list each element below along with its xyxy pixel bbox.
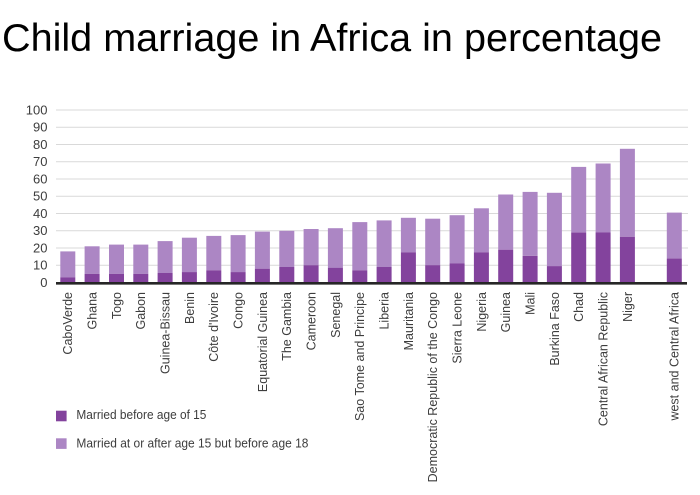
svg-text:Guinea: Guinea [499, 292, 513, 332]
svg-text:50: 50 [33, 189, 47, 204]
svg-text:CaboVerde: CaboVerde [61, 292, 75, 355]
svg-text:Ghana: Ghana [85, 292, 99, 330]
svg-text:Cameroon: Cameroon [304, 292, 318, 350]
svg-text:Togo: Togo [110, 292, 124, 319]
svg-text:Mauritania: Mauritania [402, 292, 416, 350]
svg-text:30: 30 [33, 223, 47, 238]
svg-text:The Gambia: The Gambia [280, 292, 294, 361]
svg-text:west and Central Africa: west and Central Africa [668, 292, 682, 422]
svg-text:Guinea-Bissau: Guinea-Bissau [158, 292, 172, 374]
svg-text:Married before age of 15: Married before age of 15 [76, 408, 206, 422]
svg-text:Burkina Faso: Burkina Faso [548, 292, 562, 366]
svg-text:10: 10 [33, 258, 47, 273]
svg-text:Child marriage in Africa in pe: Child marriage in Africa in percentage [2, 17, 662, 60]
svg-text:90: 90 [33, 120, 47, 135]
svg-text:Democratic Republic of the Con: Democratic Republic of the Congo [426, 292, 440, 482]
svg-text:Niger: Niger [621, 292, 635, 322]
svg-text:Congo: Congo [231, 292, 245, 329]
svg-text:Gabon: Gabon [134, 292, 148, 330]
svg-text:Sao Tome and Principe: Sao Tome and Principe [353, 292, 367, 421]
svg-text:Chad: Chad [572, 292, 586, 322]
svg-text:Côte d'Ivoire: Côte d'Ivoire [207, 292, 221, 362]
svg-text:Central African Republic: Central African Republic [596, 292, 610, 426]
svg-text:40: 40 [33, 206, 47, 221]
svg-text:Nigeria: Nigeria [475, 292, 489, 332]
svg-text:Mali: Mali [523, 292, 537, 315]
svg-text:80: 80 [33, 137, 47, 152]
svg-text:0: 0 [40, 275, 47, 290]
svg-text:70: 70 [33, 154, 47, 169]
svg-text:Senegal: Senegal [329, 292, 343, 338]
svg-text:Benin: Benin [183, 292, 197, 324]
svg-text:Married at or after age 15 but: Married at or after age 15 but before ag… [76, 436, 308, 450]
svg-text:20: 20 [33, 240, 47, 255]
svg-text:Sierra Leone: Sierra Leone [450, 292, 464, 364]
svg-text:Equatorial Guinea: Equatorial Guinea [256, 292, 270, 392]
svg-text:100: 100 [26, 102, 48, 117]
svg-text:Liberia: Liberia [377, 292, 391, 330]
svg-text:60: 60 [33, 171, 47, 186]
